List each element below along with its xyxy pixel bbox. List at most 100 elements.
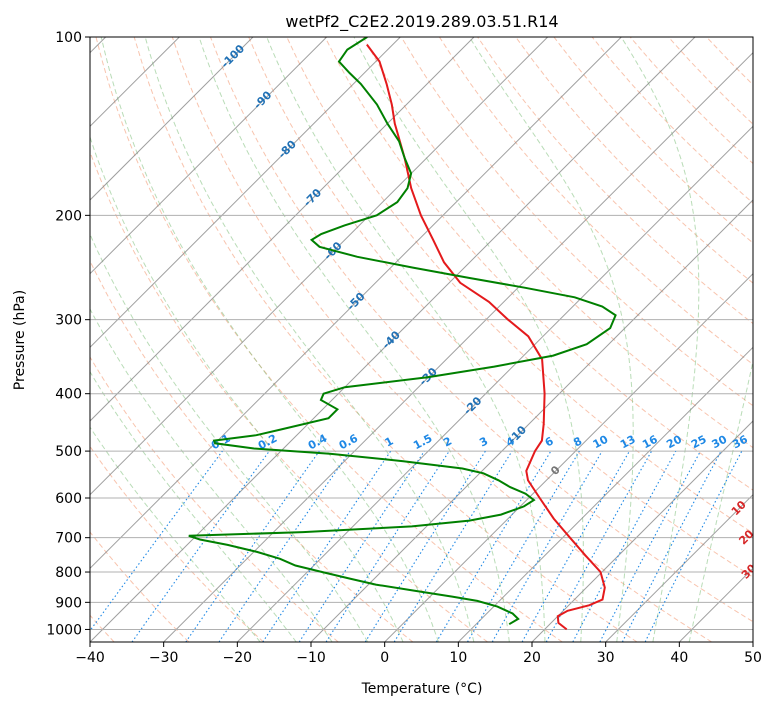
dry-adiabat-line: [248, 37, 753, 578]
moist-adiabat-line: [620, 37, 700, 642]
moist-adiabat-line: [198, 37, 510, 642]
dry-adiabat-line: [324, 37, 753, 491]
dewpoint-profile-line: [188, 37, 617, 626]
moist-adiabat-line: [90, 135, 404, 642]
dry-adiabat-line: [210, 37, 753, 623]
isotherm-line: [678, 567, 753, 642]
isotherm-line: [90, 37, 401, 349]
isotherm-line: [90, 37, 696, 642]
mixing-ratio-label: 3: [477, 434, 490, 449]
mixing-ratio-line: [218, 450, 351, 642]
isotherm-line: [90, 37, 622, 570]
mixing-ratio-label: 13: [618, 433, 638, 452]
dry-adiabat-line: [90, 531, 190, 642]
moist-adiabat-line: [688, 358, 753, 642]
mixing-ratio-label: 25: [689, 433, 709, 452]
x-tick-label: 30: [597, 650, 615, 666]
dry-adiabat-line: [591, 37, 753, 204]
y-tick-label: 600: [55, 491, 82, 507]
dry-adiabat-line: [133, 37, 638, 642]
mixing-ratio-line: [435, 450, 552, 642]
isotherm-line: [310, 199, 753, 642]
plot-frame: [89, 36, 754, 643]
dry-adiabat-line: [438, 37, 753, 366]
moist-adiabat-line: [90, 232, 369, 642]
chart-title: wetPf2_C2E2.2019.289.03.51.R14: [285, 12, 558, 32]
y-tick-label: 900: [55, 595, 82, 611]
dry-adiabat-line: [706, 37, 753, 86]
red-line-label: 20: [736, 527, 756, 547]
moist-adiabat-line: [144, 37, 475, 642]
isotherm-line: [90, 37, 254, 201]
mixing-ratio-label: 30: [710, 433, 730, 452]
mixing-ratio-label: 36: [730, 433, 750, 452]
x-tick-label: 50: [744, 650, 762, 666]
y-tick-label: 400: [55, 387, 82, 403]
y-tick-label: 1000: [46, 622, 82, 638]
mixing-ratio-line: [325, 450, 450, 642]
y-axis-label: Pressure (hPa): [12, 290, 28, 390]
isotherm-line: [605, 493, 753, 642]
mixing-ratio-line: [185, 450, 320, 642]
moist-adiabat-line: [90, 426, 261, 642]
dry-adiabat-line: [171, 37, 712, 642]
x-tick-label: 10: [449, 650, 467, 666]
mixing-ratio-label: 1.5: [411, 432, 434, 453]
line-labels: 0.1 0.2 0.4 0.6 1 1.5 2 3 4 6 8 10 13 16 20 25 30 36-100-…: [209, 42, 773, 612]
dry-adiabat-line: [553, 37, 753, 244]
mixing-ratio-line: [521, 450, 630, 642]
isotherm-line: [384, 272, 753, 642]
isotherm-line: [90, 37, 549, 496]
mixing-ratio-line: [545, 450, 653, 642]
mixing-ratio-label: 2: [441, 434, 454, 449]
mixing-ratio-line: [393, 450, 513, 642]
plot-background-lines: [90, 37, 753, 642]
x-tick-label: −40: [75, 650, 105, 666]
isotherm-line: [236, 125, 753, 642]
x-tick-label: −30: [149, 650, 179, 666]
y-tick-label: 700: [55, 531, 82, 547]
dry-adiabat-line: [95, 37, 563, 642]
y-tick-label: 100: [55, 30, 82, 46]
dry-adiabat-line: [90, 150, 488, 642]
dry-adiabat-line: [477, 37, 753, 325]
isotherm-label: -20: [461, 394, 484, 417]
mixing-ratio-line: [131, 450, 270, 642]
y-tick-label: 300: [55, 313, 82, 329]
mixing-ratio-label: 20: [664, 432, 684, 451]
mixing-ratio-label: 8: [571, 434, 584, 449]
x-axis-label: Temperature (°C): [361, 681, 483, 697]
x-axis-ticks: −40 −30 −20 −10 0 10 20 30 40 50: [75, 642, 762, 666]
isotherm-line: [531, 420, 753, 642]
x-tick-label: −20: [223, 650, 253, 666]
x-tick-label: −10: [296, 650, 326, 666]
x-tick-label: 0: [380, 650, 389, 666]
mixing-ratio-label: 0.4: [306, 432, 330, 453]
moist-adiabat-line: [353, 37, 584, 642]
mixing-ratio-line: [90, 450, 223, 632]
dry-adiabat-line: [362, 37, 753, 449]
dry-adiabat-line: [400, 37, 753, 407]
y-axis-ticks: 100 200 300 400 500 600 700 800 900 1000: [46, 30, 90, 638]
mixing-ratio-line: [621, 450, 722, 642]
isotherm-line: [90, 37, 328, 275]
dry-adiabat-line: [515, 37, 753, 284]
isotherm-line: [90, 37, 475, 422]
moist-adiabat-line: [100, 37, 439, 642]
mixing-ratio-line: [572, 450, 677, 642]
isotherm-line: [752, 641, 753, 642]
y-tick-label: 800: [55, 565, 82, 581]
dry-adiabat-line: [668, 37, 753, 125]
moist-adiabat-line: [266, 37, 546, 642]
profile-lines: [188, 37, 617, 631]
dry-adiabat-line: [90, 356, 339, 642]
y-tick-label: 500: [55, 444, 82, 460]
x-tick-label: 40: [670, 650, 688, 666]
isotherm-label: -50: [344, 290, 367, 313]
mixing-ratio-label: 6: [543, 434, 556, 449]
red-line-label: 40: [753, 592, 773, 612]
moist-adiabat-line: [469, 37, 634, 642]
mixing-ratio-line: [262, 450, 392, 642]
mixing-ratio-label: 1: [383, 434, 396, 449]
